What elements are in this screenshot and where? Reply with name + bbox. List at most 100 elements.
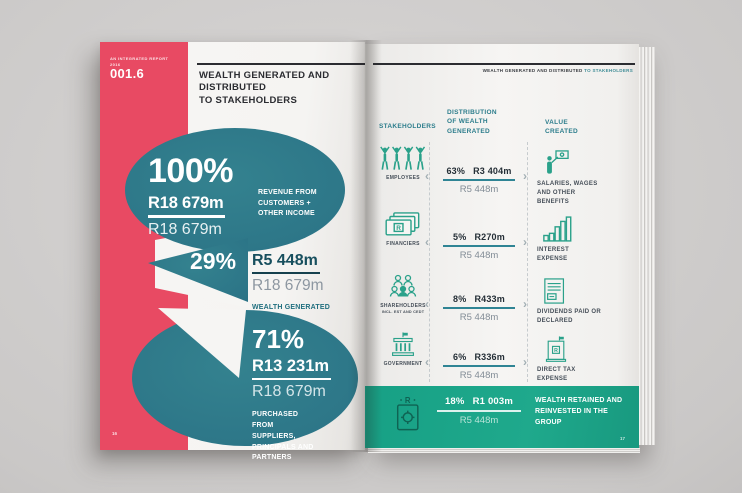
row-denominator: R5 448m	[459, 250, 499, 261]
section-number: 001.6	[110, 66, 145, 81]
currency-letter: R	[554, 348, 558, 354]
value-created-label: INTEREST EXPENSE	[537, 247, 570, 262]
revenue-figure: 100% R18 679m R18 679m	[148, 154, 278, 239]
financiers-icon: R	[385, 212, 420, 236]
running-header-teal: TO STAKEHOLDERS	[584, 68, 633, 73]
retained-denominator: R5 448m	[459, 415, 499, 426]
pie-notch	[158, 308, 246, 378]
purchases-numerator: R13 231m	[252, 357, 332, 380]
purchases-denominator: R18 679m	[252, 383, 326, 400]
wealth-generated-numerator: R5 448m	[252, 252, 320, 274]
page-title: WEALTH GENERATED AND DISTRIBUTED TO STAK…	[199, 70, 371, 107]
chevron-left-icon: ‹	[425, 355, 429, 369]
chevron-left-icon: ‹	[425, 297, 429, 311]
retained-percent: 18%	[444, 396, 465, 407]
wealth-generated-figure: R5 448m R18 679m WEALTH GENERATED	[252, 252, 352, 311]
right-page: WEALTH GENERATED AND DISTRIBUTED TO STAK…	[365, 44, 639, 448]
distribution-cell: 8% R433m R5 448m	[443, 294, 515, 323]
page-title-line1: WEALTH GENERATED AND DISTRIBUTED	[199, 70, 330, 94]
government-icon	[392, 332, 414, 356]
stakeholder-cell: SHAREHOLDERS INCL. EST AND CEDT	[371, 274, 435, 314]
page-bottom-edge	[368, 448, 640, 453]
value-created-cell: R DIRECT TAX EXPENSE	[537, 336, 633, 384]
running-header: WEALTH GENERATED AND DISTRIBUTED TO STAK…	[425, 68, 633, 73]
safe-icon: R	[391, 395, 425, 433]
row-percent: 63%	[446, 166, 466, 176]
title-rule-right	[373, 63, 635, 65]
page-title-line2: TO STAKEHOLDERS	[199, 94, 298, 106]
column-header-distribution: DISTRIBUTION OF WEALTH GENERATED	[447, 109, 497, 135]
currency-letter: R	[397, 225, 402, 232]
employees-icon	[380, 146, 426, 170]
page-stack-edge	[639, 47, 655, 445]
stakeholder-cell: R FINANCIERS	[371, 212, 435, 248]
report-meta-line1: AN INTEGRATED REPORT	[110, 56, 169, 61]
salaries-icon	[547, 150, 569, 174]
value-created-label: DIVIDENDS PAID OR DECLARED	[537, 309, 601, 324]
chevron-right-icon: ›	[523, 235, 527, 249]
wealth-generated-label: WEALTH GENERATED	[252, 304, 330, 311]
revenue-numerator: R18 679m	[148, 194, 226, 218]
tax-building-icon: R	[545, 336, 567, 362]
purchases-label: PURCHASED FROM SUPPLIERS, PRINCIPALS AND…	[252, 411, 314, 462]
title-rule-left	[197, 63, 365, 65]
shareholders-icon	[389, 274, 417, 297]
wealth-generated-denominator: R18 679m	[252, 277, 324, 294]
report-meta: AN INTEGRATED REPORT 2016	[110, 56, 180, 69]
chevron-left-icon: ‹	[425, 235, 429, 249]
distribution-cell: 5% R270m R5 448m	[443, 232, 515, 261]
dividends-document-icon	[544, 278, 565, 304]
retained-fraction: 18% R1 003m R5 448m	[437, 396, 521, 426]
distribution-cell: 6% R336m R5 448m	[443, 352, 515, 381]
row-amount: R270m	[474, 232, 505, 242]
stakeholder-sublabel: INCL. EST AND CEDT	[381, 310, 425, 314]
table-row-employees: EMPLOYEES ‹ 63% R3 404m R5 448m ›	[365, 146, 637, 206]
row-amount: R336m	[474, 352, 505, 362]
wealth-generated-percent: 29%	[190, 248, 237, 274]
row-percent: 6%	[453, 352, 467, 362]
value-created-cell: INTEREST EXPENSE	[537, 216, 633, 264]
currency-letter: R	[405, 396, 411, 405]
value-created-cell: DIVIDENDS PAID OR DECLARED	[537, 278, 633, 326]
chevron-right-icon: ›	[523, 169, 527, 183]
chevron-right-icon: ›	[523, 355, 527, 369]
column-divider-left	[429, 142, 430, 382]
left-page-number: 16	[112, 431, 118, 436]
retained-amount: R1 003m	[472, 396, 514, 407]
revenue-denominator: R18 679m	[148, 221, 222, 238]
stakeholder-cell: GOVERNMENT	[371, 332, 435, 368]
value-created-label: SALARIES, WAGES AND OTHER BENEFITS	[537, 181, 598, 205]
stakeholder-label: SHAREHOLDERS	[380, 303, 426, 309]
column-header-stakeholders: STAKEHOLDERS	[379, 123, 436, 130]
interest-bars-icon	[543, 216, 572, 242]
purchases-figure: 71% R13 231m R18 679m PURCHASED FROM SUP…	[252, 326, 352, 464]
value-created-cell: SALARIES, WAGES AND OTHER BENEFITS	[537, 150, 633, 207]
table-row-shareholders: SHAREHOLDERS INCL. EST AND CEDT ‹ 8% R433…	[365, 274, 637, 334]
table-row-government: GOVERNMENT ‹ 6% R336m R5 448m › R	[365, 332, 637, 392]
revenue-percent: 100%	[148, 152, 233, 190]
table-row-financiers: R FINANCIERS ‹ 5% R270m R5 448m ›	[365, 212, 637, 272]
wealth-retained-band: R 18% R1 003m R5 448m WEALTH RETAINED AND…	[365, 386, 639, 448]
row-percent: 5%	[453, 232, 467, 242]
row-percent: 8%	[453, 294, 467, 304]
row-amount: R433m	[474, 294, 505, 304]
report-meta-line2: 2016	[110, 62, 121, 68]
row-denominator: R5 448m	[459, 312, 499, 323]
row-denominator: R5 448m	[459, 370, 499, 381]
right-page-number: 17	[619, 436, 625, 441]
stakeholder-label: GOVERNMENT	[383, 361, 423, 367]
revenue-bubble	[125, 128, 345, 252]
purchases-percent: 71%	[252, 324, 305, 354]
column-header-value: VALUE CREATED	[545, 119, 579, 136]
running-header-dark: WEALTH GENERATED AND DISTRIBUTED	[482, 68, 583, 73]
row-amount: R3 404m	[473, 166, 512, 176]
retained-label: WEALTH RETAINED AND REINVESTED IN THE GR…	[535, 397, 623, 426]
purchases-pie	[132, 310, 358, 446]
value-created-label: DIRECT TAX EXPENSE	[537, 367, 576, 382]
left-page: AN INTEGRATED REPORT 2016 001.6 16 WEALT…	[100, 42, 365, 461]
column-divider-right	[527, 142, 528, 382]
stakeholder-cell: EMPLOYEES	[371, 146, 435, 182]
wealth-generated-wedge	[148, 238, 248, 302]
revenue-label: REVENUE FROM CUSTOMERS + OTHER INCOME	[258, 189, 317, 217]
